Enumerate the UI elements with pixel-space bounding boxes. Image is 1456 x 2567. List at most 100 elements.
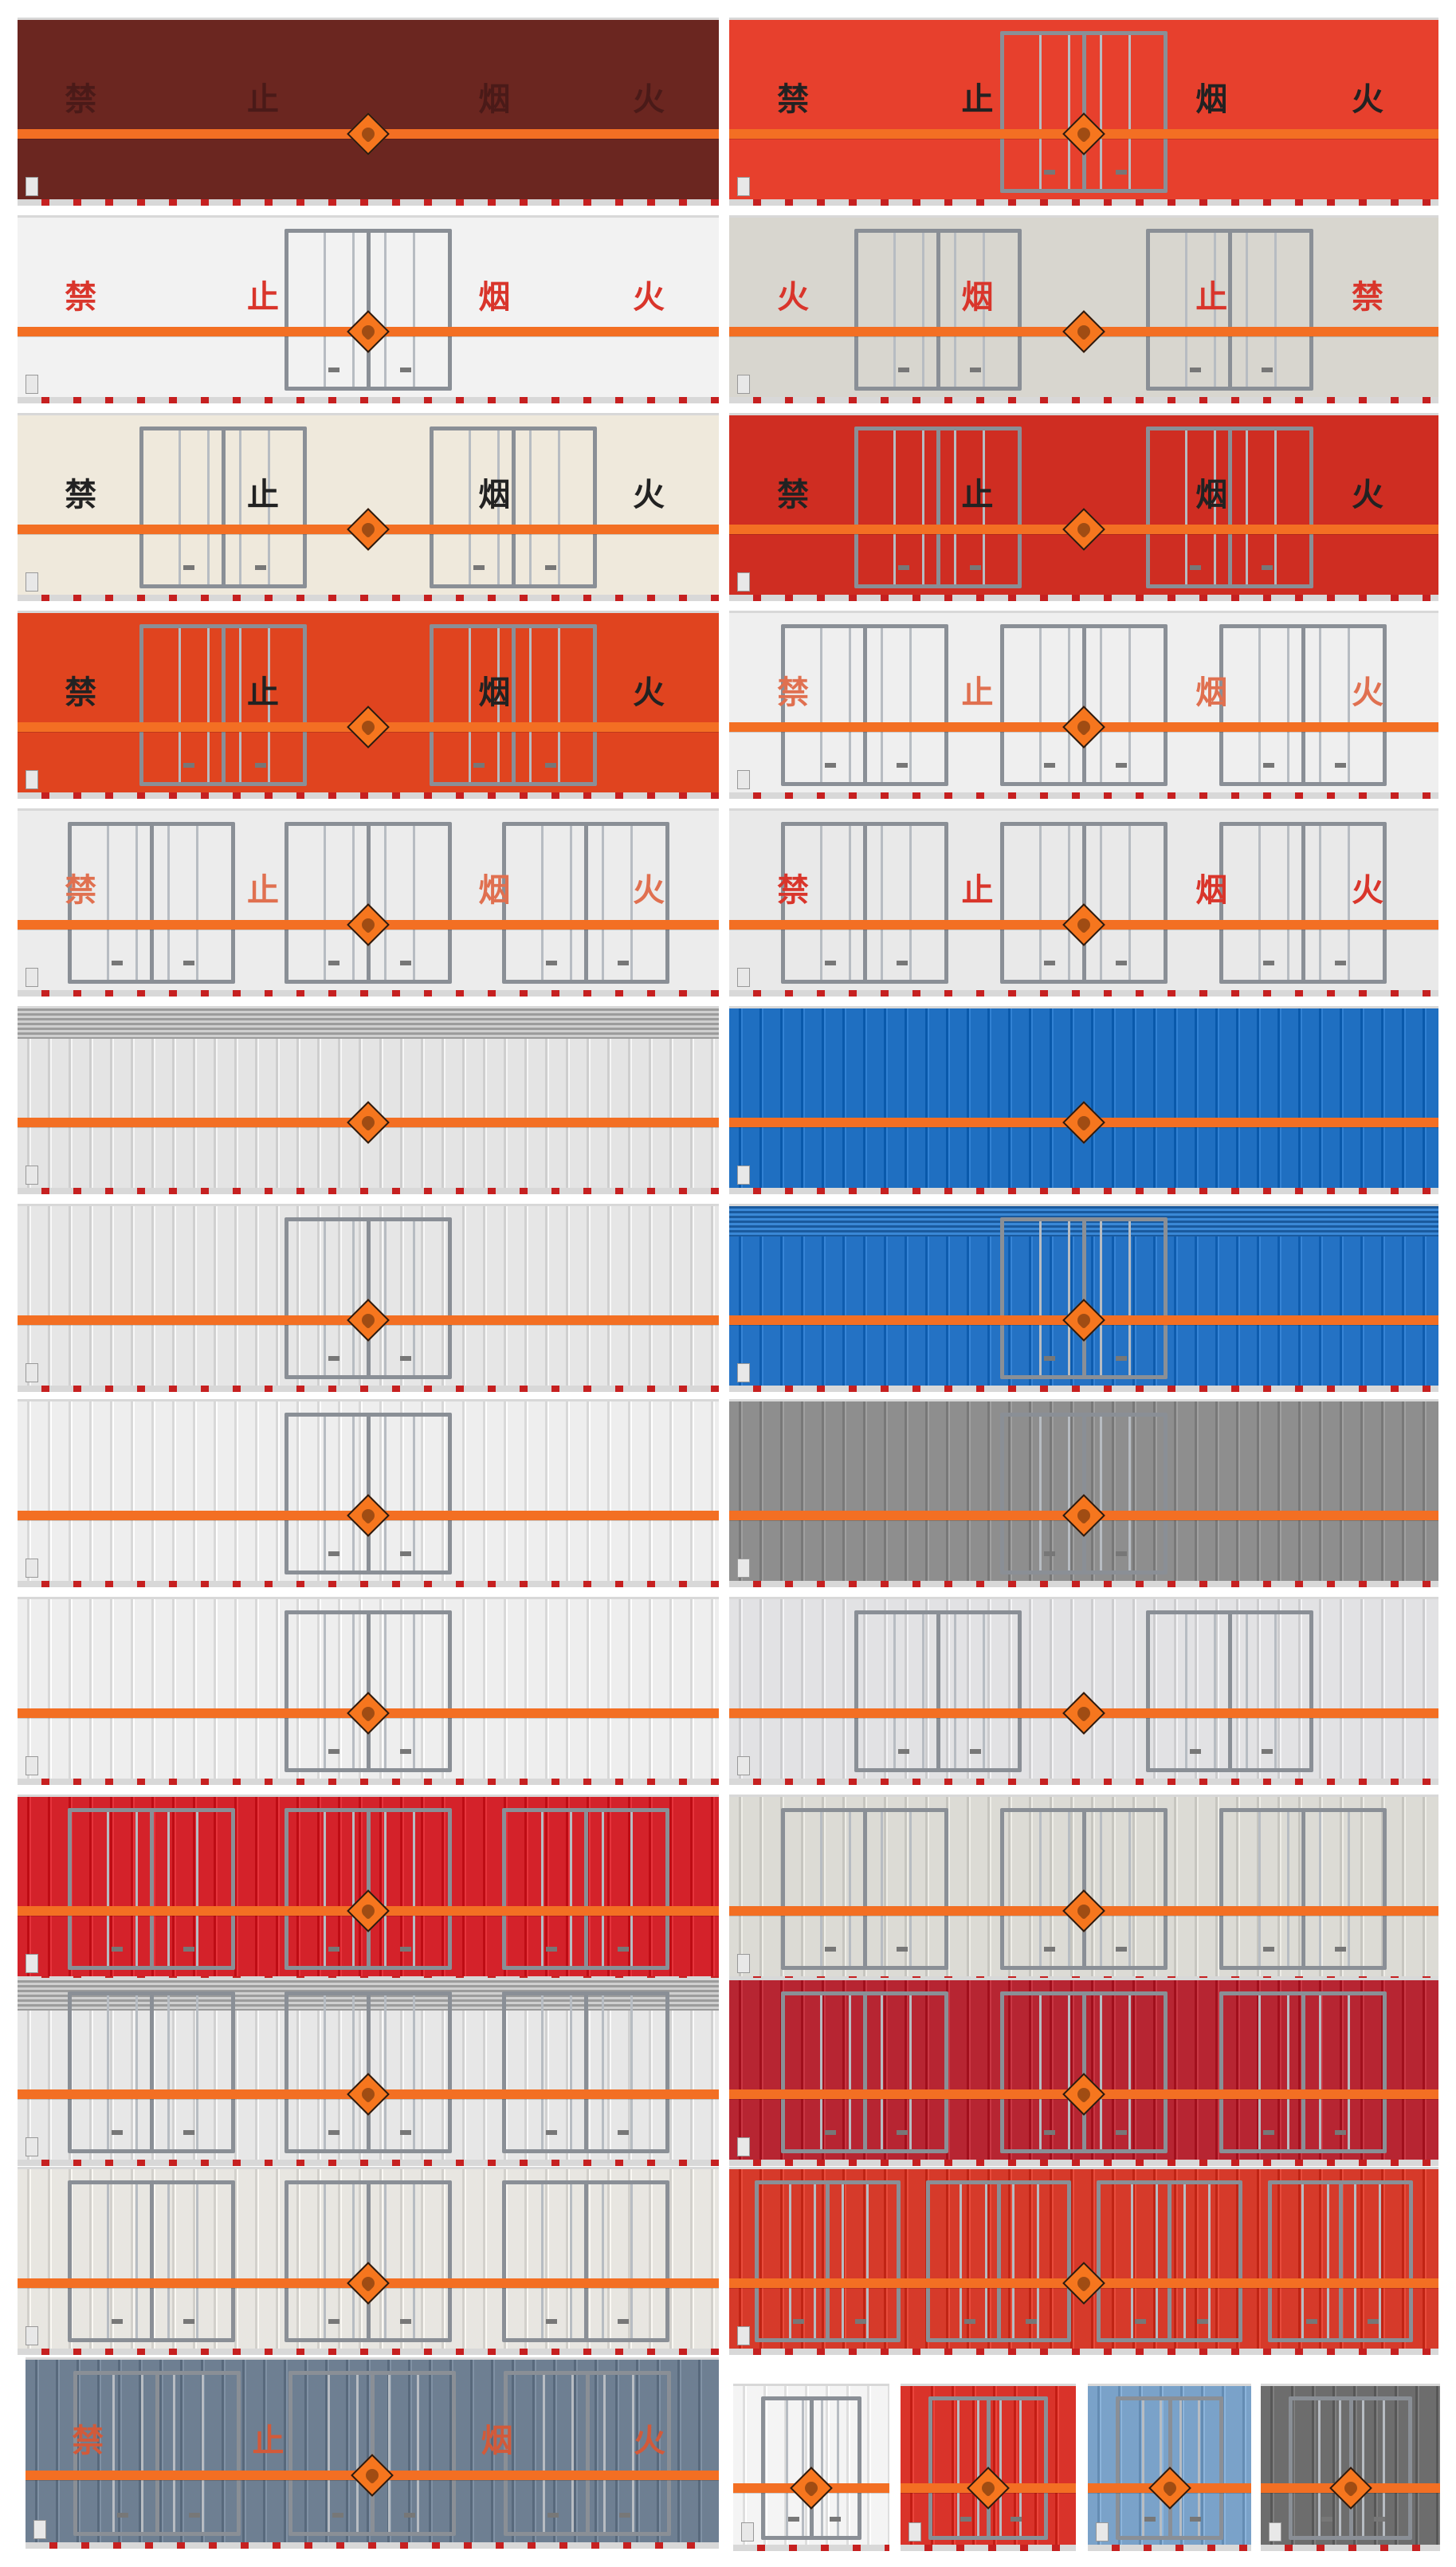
no-smoking-sign-char: 止 (252, 2422, 285, 2459)
cargo-door (285, 229, 452, 391)
truck-panel-11 (18, 1006, 719, 1194)
no-smoking-sign-char: 止 (1195, 279, 1228, 316)
nameplate (737, 1954, 750, 1973)
reflective-bottom-strip (18, 1386, 719, 1392)
cargo-door (755, 2180, 901, 2343)
no-smoking-sign-char: 烟 (961, 279, 994, 316)
no-smoking-sign-char: 烟 (1195, 674, 1228, 712)
reflective-bottom-strip (18, 792, 719, 799)
truck-panel-16 (729, 1399, 1438, 1587)
cargo-door (854, 229, 1022, 391)
nameplate (737, 770, 750, 789)
nameplate (1269, 2522, 1281, 2541)
nameplate (26, 1756, 38, 1775)
truck-panel-1: 禁止烟火 (18, 18, 719, 206)
reflective-bottom-strip (729, 1581, 1438, 1587)
nameplate (737, 1363, 750, 1382)
cargo-door (67, 822, 235, 985)
truck-panel-5: 禁止烟火 (18, 413, 719, 601)
no-smoking-sign-char: 禁 (777, 81, 810, 119)
cargo-door (1267, 2180, 1413, 2343)
reflective-bottom-strip (729, 1386, 1438, 1392)
cargo-door (1000, 1413, 1168, 1575)
reflective-bottom-strip (18, 2349, 719, 2355)
nameplate (26, 1363, 38, 1382)
truck-panel-20 (729, 1795, 1438, 1983)
cargo-door (429, 624, 597, 787)
truck-panel-14 (729, 1204, 1438, 1392)
cargo-door (1000, 1217, 1168, 1380)
cargo-door (1097, 2180, 1242, 2343)
no-smoking-sign-char: 火 (777, 279, 810, 316)
truck-panel-4: 火烟止禁 (729, 215, 1438, 403)
no-smoking-sign-char: 禁 (65, 477, 97, 514)
no-smoking-sign-char: 烟 (478, 674, 511, 712)
reflective-bottom-strip (18, 1779, 719, 1785)
cargo-door (1146, 1610, 1314, 1773)
cargo-door (501, 2180, 669, 2343)
no-smoking-sign-char: 止 (961, 81, 994, 119)
no-smoking-sign-char: 烟 (478, 81, 511, 119)
cargo-door (1000, 1808, 1168, 1971)
no-smoking-sign-char: 禁 (777, 674, 810, 712)
truck-panel-12 (729, 1006, 1438, 1194)
reflective-bottom-strip (1088, 2545, 1251, 2551)
vent-louver (18, 1008, 719, 1039)
no-smoking-sign-char: 烟 (1195, 81, 1228, 119)
nameplate (26, 375, 38, 394)
cargo-door (285, 1991, 452, 2154)
no-smoking-sign-char: 火 (1352, 872, 1383, 910)
truck-panel-26 (733, 2384, 889, 2551)
truck-panel-19 (18, 1795, 719, 1983)
nameplate (737, 968, 750, 987)
no-smoking-sign-char: 止 (247, 477, 279, 514)
no-smoking-sign-char: 禁 (65, 279, 97, 316)
no-smoking-sign-char: 止 (247, 81, 279, 119)
no-smoking-sign-char: 火 (634, 2422, 665, 2459)
cargo-door (1146, 229, 1314, 391)
flammable-hazard-diamond-icon (347, 508, 390, 551)
reflective-bottom-strip (729, 199, 1438, 206)
truck-panel-9: 禁止烟火 (18, 808, 719, 997)
reflective-bottom-strip (733, 2545, 889, 2551)
cargo-door (1219, 822, 1387, 985)
truck-panel-2: 禁止烟火 (729, 18, 1438, 206)
nameplate (737, 1756, 750, 1775)
reflective-bottom-strip (18, 397, 719, 403)
no-smoking-sign-char: 禁 (65, 81, 97, 119)
reflective-bottom-strip (729, 2349, 1438, 2355)
cargo-door (67, 2180, 235, 2343)
reflective-bottom-strip (729, 990, 1438, 997)
reflective-bottom-strip (18, 1188, 719, 1194)
reflective-bottom-strip (901, 2545, 1076, 2551)
reflective-bottom-strip (18, 595, 719, 601)
truck-panel-17 (18, 1597, 719, 1785)
reflective-bottom-strip (18, 199, 719, 206)
no-smoking-sign-char: 止 (247, 279, 279, 316)
truck-panel-28 (1088, 2384, 1251, 2551)
flammable-hazard-diamond-icon (347, 112, 390, 155)
cargo-door (285, 822, 452, 985)
cargo-door (285, 1610, 452, 1773)
truck-panel-24 (729, 2167, 1438, 2355)
nameplate (26, 1559, 38, 1578)
reflective-bottom-strip (729, 792, 1438, 799)
nameplate (737, 572, 750, 592)
cargo-door (781, 822, 948, 985)
truck-panel-7: 禁止烟火 (18, 611, 719, 799)
truck-panel-23 (18, 2167, 719, 2355)
nameplate (26, 1166, 38, 1185)
nameplate (737, 375, 750, 394)
nameplate (909, 2522, 921, 2541)
flammable-hazard-diamond-icon (347, 706, 390, 749)
nameplate (741, 2522, 754, 2541)
reflective-bottom-strip (26, 2542, 719, 2549)
no-smoking-sign-char: 烟 (478, 872, 511, 910)
cargo-door (501, 822, 669, 985)
nameplate (26, 968, 38, 987)
nameplate (737, 2326, 750, 2345)
reflective-bottom-strip (18, 2160, 719, 2166)
cargo-door (139, 427, 308, 589)
cargo-door (73, 2371, 241, 2536)
